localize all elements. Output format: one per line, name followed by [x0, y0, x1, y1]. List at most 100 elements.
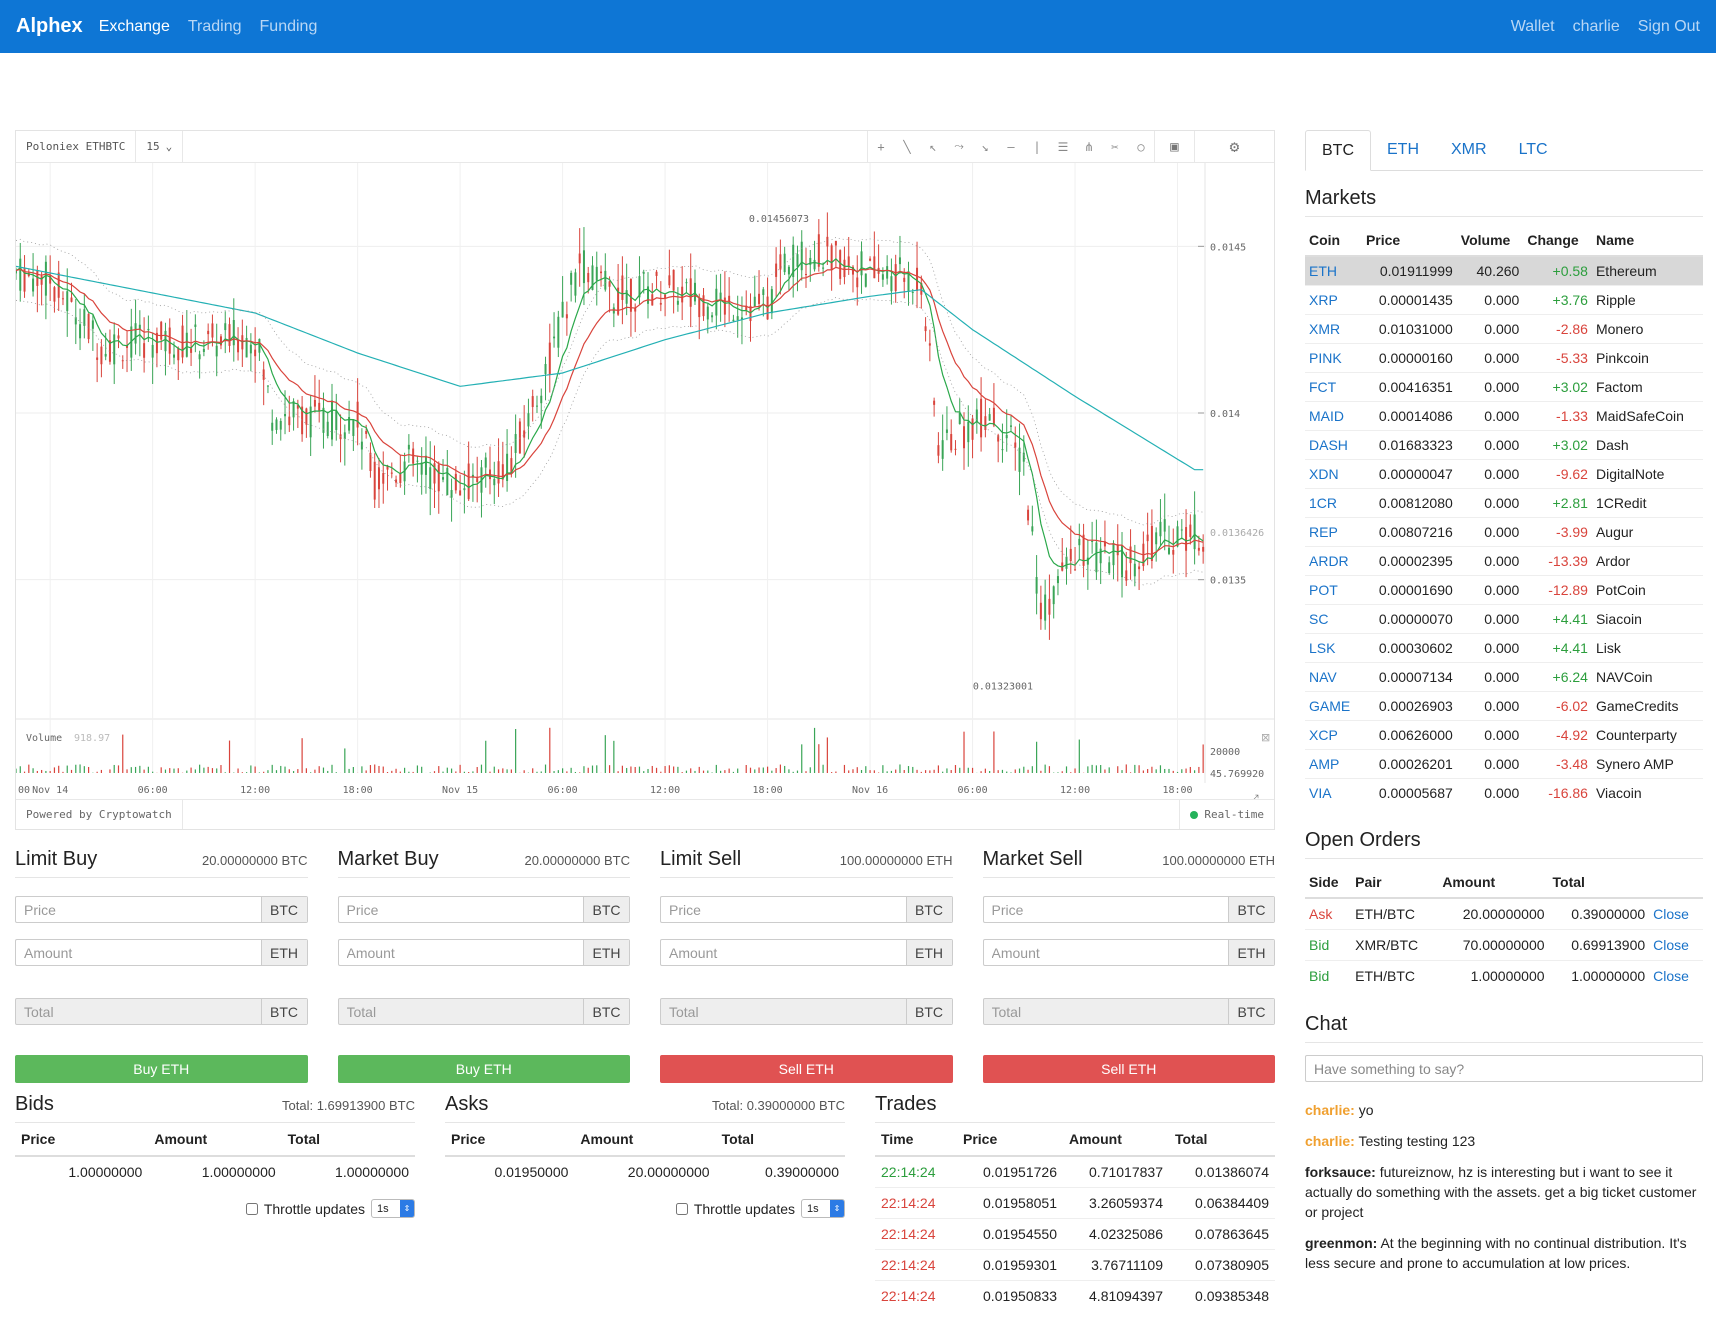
price-input[interactable] [339, 897, 584, 922]
price-input[interactable] [661, 897, 906, 922]
sell-button[interactable]: Sell ETH [660, 1055, 953, 1083]
bids-throttle-select[interactable]: 1s ⇕ [371, 1199, 415, 1218]
total-input[interactable] [661, 999, 906, 1024]
market-coin[interactable]: 1CR [1305, 489, 1362, 518]
market-coin[interactable]: REP [1305, 518, 1362, 547]
powered-by[interactable]: Powered by Cryptowatch [16, 800, 183, 829]
horizontal-line-icon[interactable]: – [998, 131, 1024, 162]
gear-icon[interactable]: ⚙ [1194, 131, 1274, 162]
market-coin[interactable]: ARDR [1305, 547, 1362, 576]
market-coin[interactable]: NAV [1305, 663, 1362, 692]
market-coin[interactable]: PINK [1305, 344, 1362, 373]
price-input[interactable] [16, 897, 261, 922]
market-coin[interactable]: LSK [1305, 634, 1362, 663]
sell-button[interactable]: Sell ETH [983, 1055, 1276, 1083]
tab-xmr[interactable]: XMR [1435, 130, 1503, 170]
nav-exchange[interactable]: Exchange [99, 18, 170, 36]
market-coin[interactable]: XCP [1305, 721, 1362, 750]
order-close-link[interactable]: Close [1649, 930, 1703, 961]
candle-body [946, 429, 948, 432]
market-coin[interactable]: AMP [1305, 750, 1362, 779]
crosshair-icon[interactable]: + [868, 131, 894, 162]
amount-input[interactable] [339, 940, 584, 965]
chart-symbol[interactable]: Poloniex ETHBTC [16, 131, 136, 162]
curve-icon[interactable]: ⤳ [946, 131, 972, 162]
market-coin[interactable]: SC [1305, 605, 1362, 634]
indicators-icon[interactable]: ▣ [1154, 131, 1194, 162]
close-icon[interactable]: ⊠ [1261, 732, 1270, 744]
market-coin[interactable]: FCT [1305, 373, 1362, 402]
nav-trading[interactable]: Trading [188, 18, 242, 36]
buy-button[interactable]: Buy ETH [15, 1055, 308, 1083]
fan-icon[interactable]: ✂ [1102, 131, 1128, 162]
chat-input[interactable] [1305, 1055, 1703, 1082]
order-close-link[interactable]: Close [1649, 898, 1703, 930]
amount-input[interactable] [16, 940, 261, 965]
chat-username[interactable]: charlie: [1305, 1133, 1355, 1149]
asks-throttle-checkbox[interactable] [676, 1203, 688, 1215]
total-input[interactable] [339, 999, 584, 1024]
total-input[interactable] [16, 999, 261, 1024]
tab-ltc[interactable]: LTC [1503, 130, 1564, 170]
market-coin[interactable]: DASH [1305, 431, 1362, 460]
market-coin[interactable]: ETH [1305, 256, 1362, 286]
expand-icon[interactable]: ⤢ [1248, 792, 1259, 799]
fib-levels-icon[interactable]: ☰ [1050, 131, 1076, 162]
buy-button[interactable]: Buy ETH [338, 1055, 631, 1083]
pitchfork-icon[interactable]: ⋔ [1076, 131, 1102, 162]
realtime-indicator[interactable]: Real-time [1179, 800, 1274, 829]
circle-icon[interactable]: ○ [1128, 131, 1154, 162]
amount-input[interactable] [661, 940, 906, 965]
chart-interval-select[interactable]: 15 ⌄ [136, 131, 183, 162]
trend-line-icon[interactable]: ╲ [894, 131, 920, 162]
price-input[interactable] [984, 897, 1229, 922]
arrow-down-right-icon[interactable]: ↘ [972, 131, 998, 162]
nav-funding[interactable]: Funding [260, 18, 318, 36]
chat-username[interactable]: greenmon: [1305, 1235, 1377, 1251]
order-close-link[interactable]: Close [1649, 961, 1703, 992]
amount-input[interactable] [984, 940, 1229, 965]
market-coin[interactable]: MAID [1305, 402, 1362, 431]
market-coin[interactable]: XDN [1305, 460, 1362, 489]
brand-logo[interactable]: Alphex [16, 15, 83, 38]
market-coin[interactable]: XRP [1305, 286, 1362, 315]
vertical-line-icon[interactable]: | [1024, 131, 1050, 162]
asks-throttle-select[interactable]: 1s ⇕ [801, 1199, 845, 1218]
bids-throttle-checkbox[interactable] [246, 1203, 258, 1215]
arrow-icon[interactable]: ↖ [920, 131, 946, 162]
nav-user[interactable]: charlie [1573, 18, 1620, 36]
nav-sign-out[interactable]: Sign Out [1638, 18, 1700, 36]
chat-username[interactable]: forksauce: [1305, 1164, 1376, 1180]
nav-wallet[interactable]: Wallet [1511, 18, 1555, 36]
tab-btc[interactable]: BTC [1305, 130, 1371, 171]
market-coin[interactable]: XMR [1305, 315, 1362, 344]
total-input[interactable] [984, 999, 1229, 1024]
chat-username[interactable]: charlie: [1305, 1102, 1355, 1118]
market-coin[interactable]: POT [1305, 576, 1362, 605]
market-coin[interactable]: VIA [1305, 779, 1362, 808]
tab-eth[interactable]: ETH [1371, 130, 1435, 170]
market-coin[interactable]: GAME [1305, 692, 1362, 721]
